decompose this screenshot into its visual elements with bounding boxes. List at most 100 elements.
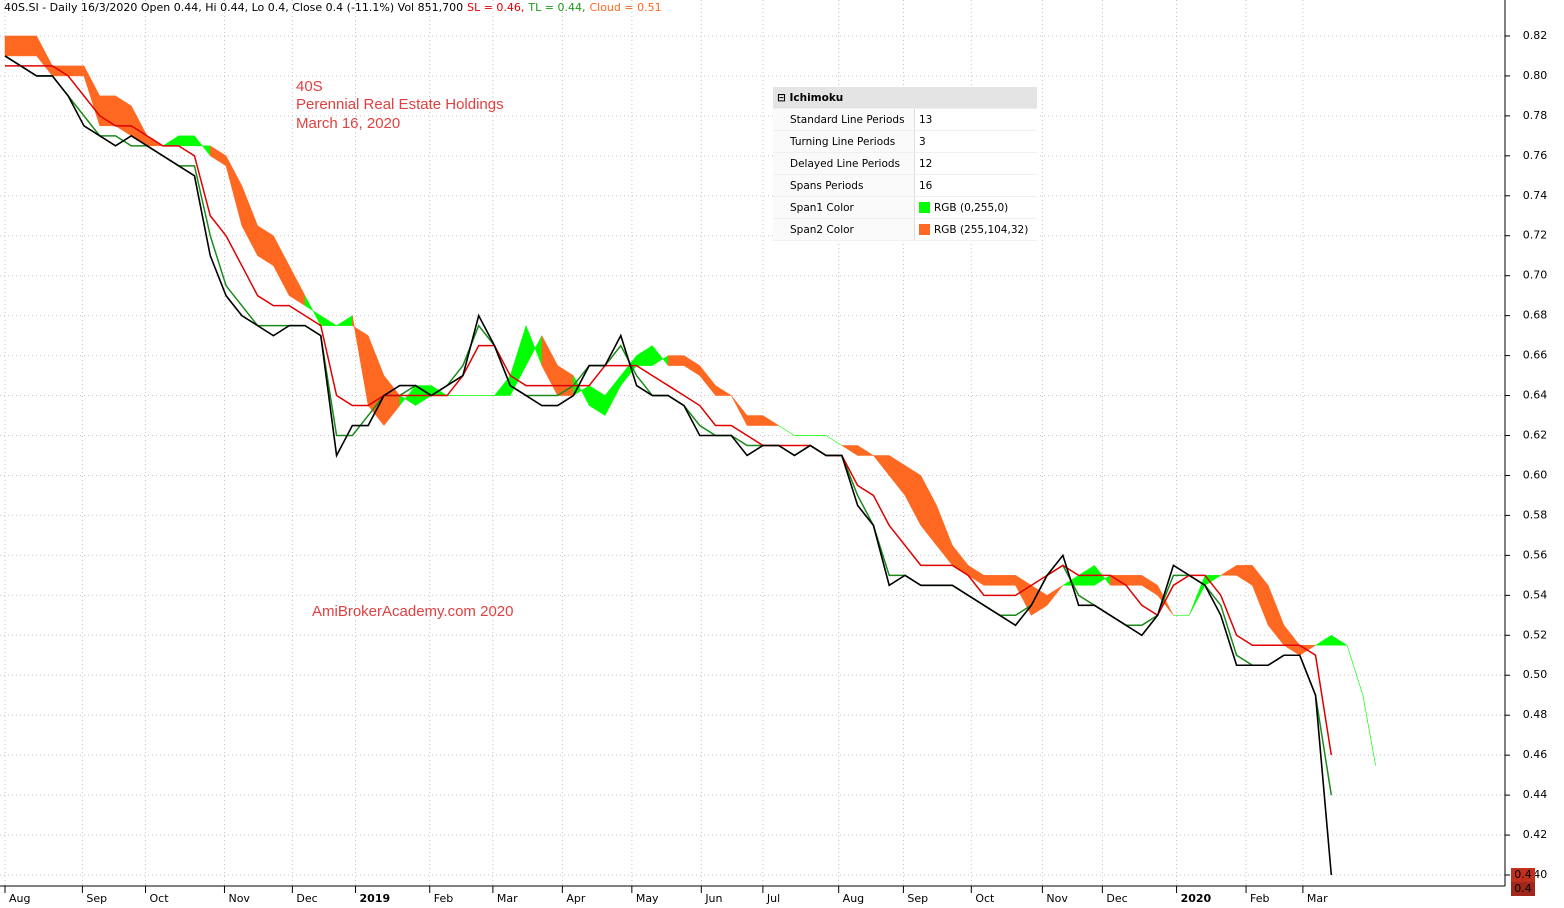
last-value-tag	[1511, 882, 1535, 897]
panel-title: ⊟ Ichimoku	[773, 87, 1037, 109]
y-tick-label: 0.58	[1523, 508, 1548, 521]
y-tick-label: 0.62	[1523, 429, 1548, 442]
param-name: Span1 Color	[773, 196, 915, 219]
x-tick-label: Sep	[907, 892, 928, 905]
cloud-segment	[840, 445, 858, 456]
cloud-segment	[683, 355, 700, 377]
cloud-segment	[541, 335, 558, 396]
cloud-segment	[1188, 575, 1206, 616]
x-tick-label: Sep	[86, 892, 107, 905]
param-value-cell: RGB (0,255,0)	[914, 196, 1037, 219]
x-tick-label: Oct	[975, 892, 995, 905]
x-tick-label: May	[636, 892, 659, 905]
cloud-segment	[1283, 624, 1300, 656]
cloud-segment	[825, 435, 842, 446]
y-tick-label: 0.78	[1523, 109, 1548, 122]
x-tick-label: Nov	[1046, 892, 1068, 905]
cloud-segment	[588, 385, 606, 416]
param-row: Span2 Color RGB (255,104,32)	[773, 218, 1037, 241]
cloud-segment	[20, 35, 37, 57]
cloud-segment	[699, 364, 716, 397]
cloud-segment	[67, 65, 85, 77]
cloud-segment	[510, 325, 527, 396]
x-tick-label: Mar	[1307, 892, 1328, 905]
cloud-segment	[162, 135, 179, 147]
series-line	[4, 55, 1333, 876]
cloud-segment	[225, 155, 243, 226]
cloud-segment	[352, 315, 369, 406]
cloud-segment	[288, 265, 306, 307]
x-tick-label: Dec	[296, 892, 317, 905]
x-tick-label: Aug	[843, 892, 864, 905]
y-tick-label: 0.54	[1523, 588, 1548, 601]
annotation: AmiBrokerAcademy.com 2020	[312, 603, 513, 620]
last-value-label: 0.4	[1514, 868, 1532, 881]
cloud-segment	[194, 135, 211, 157]
x-tick-label: Jun	[704, 892, 722, 905]
param-value-cell: 16	[914, 174, 1037, 197]
cloud-segment	[241, 185, 258, 256]
param-value: RGB (0,255,0)	[934, 201, 1009, 214]
cloud-segment	[4, 35, 22, 57]
cloud-segment	[936, 505, 953, 567]
cloud-segment	[731, 395, 748, 426]
x-tick-label: 2020	[1181, 892, 1212, 905]
cloud-segment	[383, 374, 400, 427]
params-panel: ⊟ Ichimoku Standard Line Periods 13 Turnin…	[773, 87, 1037, 241]
x-tick-label: Feb	[1250, 892, 1269, 905]
param-value: 12	[919, 157, 933, 170]
y-tick-label: 0.82	[1523, 29, 1548, 42]
cloud-segment	[273, 235, 290, 296]
cloud-segment	[210, 145, 227, 167]
cloud-readout: Cloud = 0.51	[589, 1, 661, 14]
cloud-segment	[83, 65, 100, 126]
param-row: Turning Line Periods 3	[773, 130, 1037, 153]
param-value-cell: RGB (255,104,32)	[914, 218, 1037, 241]
cloud-segment	[257, 225, 274, 267]
cloud-segment	[1046, 585, 1064, 607]
cloud-segment	[778, 425, 795, 436]
param-value-cell: 3	[914, 130, 1037, 153]
cloud-segment	[967, 564, 985, 586]
color-swatch	[919, 201, 930, 213]
cloud-segment	[1125, 575, 1143, 586]
param-value: 13	[919, 113, 933, 126]
annotation: 40S	[296, 78, 323, 95]
param-name: Delayed Line Periods	[773, 152, 915, 175]
param-value: RGB (255,104,32)	[934, 223, 1029, 236]
x-tick-label: 2019	[360, 892, 391, 905]
x-tick-label: Mar	[497, 892, 518, 905]
cloud-segment	[1362, 695, 1376, 766]
param-name: Span2 Color	[773, 218, 915, 241]
cloud-segment	[1314, 634, 1332, 646]
y-tick-label: 0.48	[1523, 708, 1548, 721]
x-tick-label: Aug	[9, 892, 30, 905]
cloud-segment	[857, 445, 875, 456]
param-value: 3	[919, 135, 926, 148]
annotation: Perennial Real Estate Holdings	[296, 96, 504, 113]
cloud-segment	[604, 374, 622, 416]
x-tick-label: Nov	[228, 892, 250, 905]
grid	[0, 0, 1505, 885]
x-tick-label: Jul	[766, 892, 780, 905]
cloud-segment	[36, 35, 53, 77]
cloud-segment	[131, 105, 148, 147]
param-value: 16	[919, 179, 933, 192]
panel-header: ⊟ Ichimoku	[773, 87, 1037, 109]
panel-title-text: Ichimoku	[789, 91, 844, 104]
y-tick-label: 0.52	[1523, 628, 1548, 641]
y-tick-label: 0.68	[1523, 309, 1548, 322]
y-tick-label: 0.42	[1523, 828, 1548, 841]
y-tick-label: 0.64	[1523, 389, 1548, 402]
y-tick-label: 0.80	[1523, 69, 1548, 82]
param-row: Spans Periods 16	[773, 174, 1037, 197]
param-name: Turning Line Periods	[773, 130, 915, 153]
y-tick-label: 0.50	[1523, 668, 1548, 681]
y-tick-label: 0.56	[1523, 548, 1548, 561]
cloud-segment	[1346, 645, 1364, 696]
cloud-segment	[1267, 585, 1285, 646]
cloud-segment	[667, 355, 685, 366]
last-value-label: 0.4	[1514, 882, 1532, 895]
param-name: Spans Periods	[773, 174, 915, 197]
